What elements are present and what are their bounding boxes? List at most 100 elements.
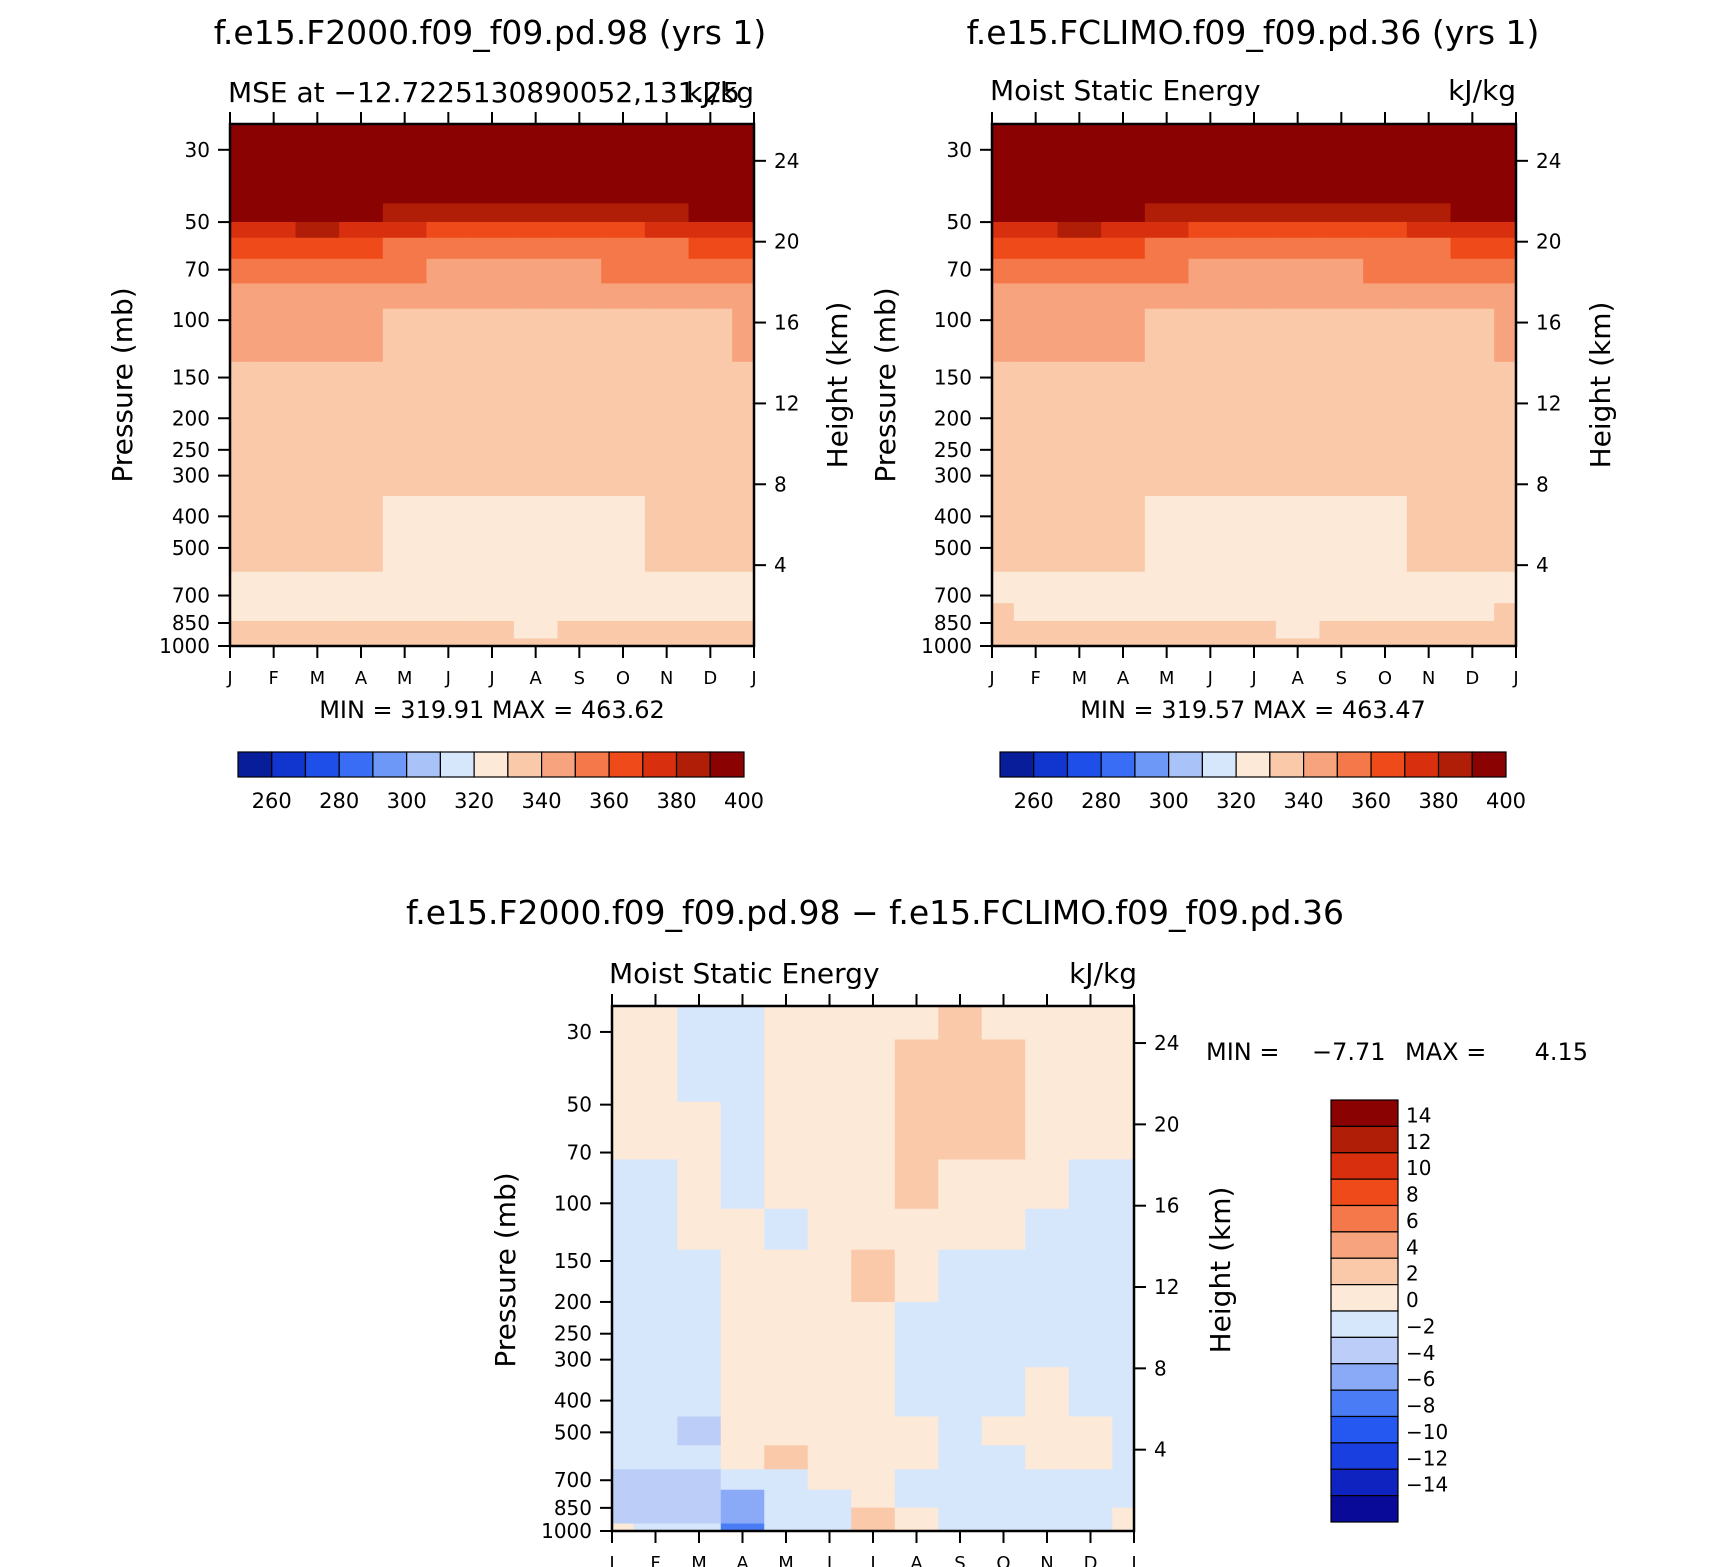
contour-cell xyxy=(633,1249,678,1303)
colorbar-swatch xyxy=(1437,751,1473,778)
contour-cell xyxy=(807,1208,852,1251)
contour-cell xyxy=(426,203,471,223)
contour-cell xyxy=(894,1006,939,1041)
contour-cell xyxy=(807,1159,852,1210)
contour-cell xyxy=(295,283,340,310)
contour-cell xyxy=(601,283,646,310)
contour-cell xyxy=(1112,1445,1134,1470)
contour-cell xyxy=(981,1249,1026,1303)
contour-cell xyxy=(677,1101,722,1161)
contour-cell xyxy=(851,1367,896,1418)
x-tick-label: J xyxy=(750,668,756,689)
contour-cell xyxy=(1101,157,1146,204)
contour-cell xyxy=(601,361,646,425)
contour-cell xyxy=(938,1039,983,1103)
contour-cell xyxy=(1101,638,1146,646)
contour-field xyxy=(992,124,1516,646)
colorbar-swatch xyxy=(608,751,644,778)
contour-cell xyxy=(720,1507,765,1525)
contour-cell xyxy=(1450,495,1495,573)
contour-cell xyxy=(1013,283,1059,310)
contour-cell xyxy=(807,1489,852,1509)
contour-cell xyxy=(1068,1507,1113,1525)
contour-cell xyxy=(1363,495,1408,573)
contour-cell xyxy=(981,1445,1026,1470)
contour-cell xyxy=(601,308,646,363)
contour-cell xyxy=(688,283,733,310)
contour-cell xyxy=(981,1507,1026,1525)
contour-cell xyxy=(677,1469,722,1491)
colorbar-swatch xyxy=(1330,1415,1399,1444)
contour-cell xyxy=(339,638,384,646)
contour-cell xyxy=(1025,1523,1070,1531)
contour-cell xyxy=(251,124,297,158)
contour-cell xyxy=(1025,1367,1070,1418)
contour-cell xyxy=(807,1523,852,1531)
contour-cell xyxy=(688,620,733,640)
contour-cell xyxy=(601,124,646,158)
contour-cell xyxy=(612,1159,635,1210)
contour-cell xyxy=(851,1507,896,1525)
contour-cell xyxy=(601,258,646,285)
contour-cell xyxy=(426,638,471,646)
contour-cell xyxy=(382,495,428,573)
x-tick-label: D xyxy=(703,668,717,689)
contour-cell xyxy=(1112,1416,1134,1446)
contour-cell xyxy=(513,638,559,646)
contour-cell xyxy=(557,221,602,239)
y-tick-label: 100 xyxy=(172,308,210,332)
contour-cell xyxy=(688,571,733,604)
contour-cell xyxy=(1363,620,1408,640)
contour-cell xyxy=(1112,1507,1134,1525)
contour-cell xyxy=(470,638,515,646)
contour-cell xyxy=(513,237,559,260)
contour-cell xyxy=(644,423,690,497)
contour-cell xyxy=(470,571,515,604)
colorbar-label: 300 xyxy=(387,789,427,813)
contour-cell xyxy=(981,1489,1026,1509)
contour-cell xyxy=(230,237,253,260)
contour-cell xyxy=(612,1469,635,1491)
x-tick-label: A xyxy=(910,1553,923,1567)
contour-cell xyxy=(1144,283,1190,310)
contour-cell xyxy=(1275,237,1321,260)
contour-cell xyxy=(1450,221,1495,239)
contour-cell xyxy=(644,571,690,604)
contour-cell xyxy=(1319,571,1364,604)
colorbar-swatch xyxy=(1404,751,1440,778)
contour-cell xyxy=(894,1101,939,1161)
contour-cell xyxy=(1013,361,1059,425)
colorbar-swatch xyxy=(1134,751,1170,778)
contour-cell xyxy=(513,571,559,604)
contour-cell xyxy=(720,1489,765,1509)
contour-cell xyxy=(1013,124,1059,158)
y-right-tick-label: 24 xyxy=(1536,149,1561,173)
y-axis-label: Pressure (mb) xyxy=(869,287,902,482)
contour-cell xyxy=(938,1523,983,1531)
contour-cell xyxy=(1450,620,1495,640)
colorbar-swatch xyxy=(1370,751,1406,778)
x-tick-label: F xyxy=(268,668,278,689)
contour-cell xyxy=(992,308,1015,363)
contour-cell xyxy=(894,1489,939,1509)
contour-cell xyxy=(1025,1489,1070,1509)
y-tick-label: 250 xyxy=(554,1322,592,1346)
contour-cell xyxy=(1101,308,1146,363)
contour-cell xyxy=(382,221,428,239)
contour-cell xyxy=(1232,283,1277,310)
y-right-tick-label: 24 xyxy=(1154,1031,1179,1055)
y-right-tick-label: 20 xyxy=(1536,230,1561,254)
contour-cell xyxy=(992,221,1015,239)
contour-cell xyxy=(1275,423,1321,497)
contour-cell xyxy=(1188,283,1233,310)
contour-cell xyxy=(688,221,733,239)
y-tick-label: 300 xyxy=(934,464,972,488)
colorbar-label: 10 xyxy=(1406,1156,1431,1180)
colorbar-swatch xyxy=(999,751,1035,778)
contour-cell xyxy=(807,1469,852,1491)
contour-cell xyxy=(1025,1301,1070,1368)
contour-cell xyxy=(1188,603,1233,622)
contour-cell xyxy=(894,1301,939,1368)
colorbar-swatch xyxy=(1330,1257,1399,1286)
contour-cell xyxy=(426,283,471,310)
